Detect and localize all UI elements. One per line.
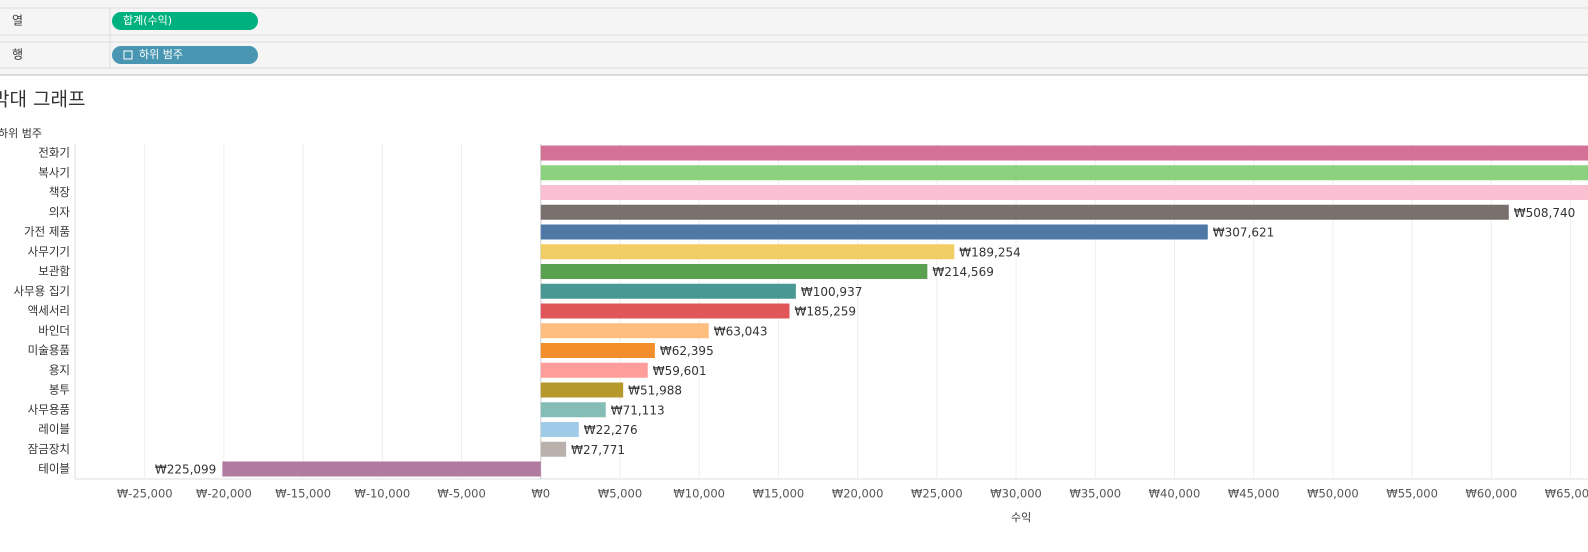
pill-text[interactable]: 하위 범주 [139, 47, 183, 61]
row-header: 하위 범주 [0, 126, 42, 140]
x-tick-label: ₩35,000 [1069, 487, 1121, 501]
bar [540, 441, 567, 457]
bar [540, 244, 955, 260]
bar [540, 422, 579, 437]
y-tick-label: 바인더 [38, 323, 70, 337]
y-tick-label: 전화기 [38, 146, 70, 160]
x-tick-label: ₩-20,000 [196, 487, 252, 501]
data-label: ₩508,740 [1514, 206, 1576, 220]
data-label: ₩189,254 [959, 245, 1021, 259]
y-tick-label: 액세서리 [28, 304, 70, 318]
data-label: ₩27,771 [571, 443, 625, 457]
x-tick-label: ₩15,000 [753, 487, 805, 501]
bar [540, 402, 606, 418]
shelf-area [0, 0, 1588, 75]
y-tick-label: 봉투 [49, 383, 70, 397]
bar [540, 303, 790, 319]
x-tick-label: ₩60,000 [1466, 487, 1518, 501]
y-tick-label: 복사기 [38, 165, 70, 179]
pill-icon [123, 50, 133, 60]
x-tick-label: ₩5,000 [598, 487, 642, 501]
sheet-title: 막대 그래프 [0, 89, 85, 111]
y-tick-label: 잠금장치 [28, 442, 70, 456]
bar [540, 224, 1208, 240]
x-tick-label: ₩30,000 [990, 487, 1042, 501]
bar [540, 264, 928, 279]
x-tick-label: ₩-15,000 [275, 487, 331, 501]
shelf-label: 행 [12, 47, 23, 62]
data-label: ₩214,569 [932, 265, 994, 279]
plot: ₩508,740 ₩307,621 ₩189,254 ₩214,569 ₩100,937… [144, 144, 1588, 479]
shelf-label: 열 [12, 14, 23, 28]
x-tick-label: ₩-10,000 [354, 487, 410, 501]
data-label: ₩71,113 [611, 403, 665, 417]
y-tick-label: 의자 [49, 205, 71, 219]
bar [540, 343, 655, 358]
y-tick-label: 책장 [49, 185, 71, 199]
pill[interactable] [112, 46, 258, 64]
x-tick-label: ₩25,000 [911, 487, 963, 501]
data-label: ₩59,601 [653, 364, 707, 378]
data-label: ₩51,988 [628, 384, 682, 398]
data-label: ₩100,937 [801, 285, 863, 299]
y-tick-label: 보관함 [38, 264, 70, 278]
bar [540, 382, 624, 398]
x-tick-label: ₩50,000 [1307, 487, 1359, 501]
bar [540, 204, 1509, 220]
y-tick-label: 레이블 [38, 422, 70, 436]
y-tick-label: 사무기기 [28, 244, 70, 258]
bar [540, 145, 1588, 161]
data-label: ₩62,395 [660, 344, 714, 358]
x-tick-label: ₩40,000 [1149, 487, 1201, 501]
axis-title: 수익 [1011, 511, 1031, 524]
bar [540, 362, 648, 378]
data-label: ₩225,099 [155, 463, 217, 477]
y-tick-label: 테이블 [38, 462, 70, 476]
data-label: ₩22,276 [584, 423, 638, 437]
pill[interactable] [112, 12, 258, 30]
x-tick-label: ₩45,000 [1228, 487, 1280, 501]
pill-text[interactable]: 합계(수익) [123, 14, 172, 27]
bar [222, 461, 541, 477]
data-label: ₩185,259 [795, 305, 857, 319]
y-tick-label: 미술용품 [28, 343, 70, 357]
x-tick-label: ₩-5,000 [437, 487, 485, 501]
bar [540, 185, 1588, 200]
x-tick-label: ₩65,000 [1545, 487, 1588, 501]
x-tick-label: ₩10,000 [673, 487, 725, 501]
bar [540, 323, 709, 339]
x-tick-label: ₩0 [531, 487, 550, 501]
y-tick-label: 사무용 집기 [13, 284, 70, 298]
y-tick-label: 용지 [49, 363, 70, 377]
x-tick-label: ₩-25,000 [117, 487, 173, 501]
data-label: ₩63,043 [714, 324, 768, 338]
data-label: ₩307,621 [1213, 226, 1275, 240]
bar [540, 283, 796, 299]
y-tick-label: 가전 제품 [24, 225, 70, 239]
y-tick-label: 사무용품 [28, 402, 70, 416]
bar [540, 165, 1588, 181]
x-tick-label: ₩55,000 [1386, 487, 1438, 501]
x-tick-label: ₩20,000 [832, 487, 884, 501]
